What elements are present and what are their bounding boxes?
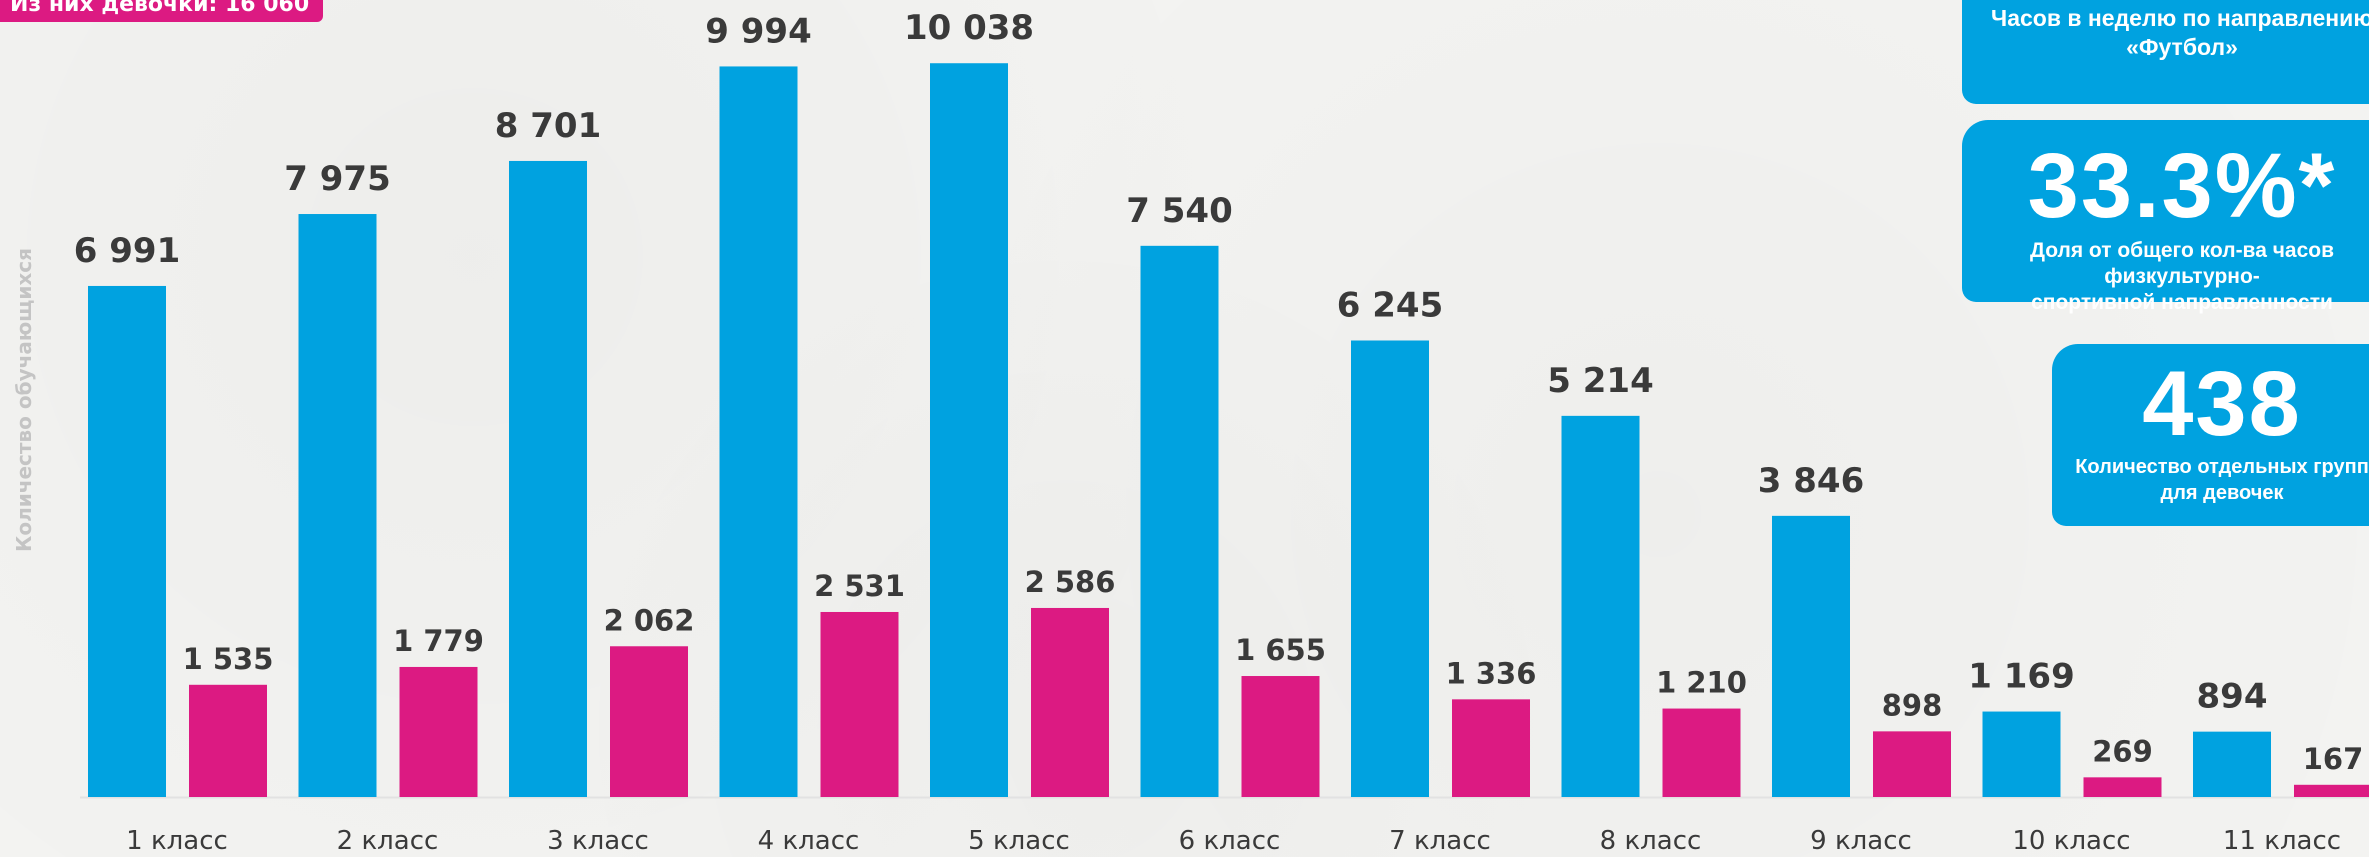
category-label-10: 10 класс	[2012, 826, 2130, 856]
bar-total-11	[2193, 731, 2271, 797]
category-label-8: 8 класс	[1600, 826, 1702, 856]
label-girls-2: 1 779	[393, 624, 484, 658]
bar-total-2	[298, 214, 377, 798]
label-girls-3: 2 062	[604, 603, 695, 637]
label-girls-7: 1 336	[1446, 656, 1537, 690]
girls-count-badge: Из них девочки: 16 060	[0, 0, 324, 22]
bar-total-9	[1772, 515, 1850, 797]
bar-girls-10	[2083, 777, 2162, 797]
label-girls-8: 1 210	[1656, 666, 1747, 700]
label-girls-5: 2 586	[1025, 565, 1116, 599]
category-label-6: 6 класс	[1179, 826, 1281, 856]
label-total-1: 6 991	[74, 231, 180, 271]
bar-total-1	[88, 285, 166, 797]
bar-girls-9	[1873, 731, 1951, 797]
label-total-8: 5 214	[1547, 361, 1653, 401]
bar-girls-2	[399, 666, 478, 797]
bar-total-6	[1140, 245, 1219, 798]
bar-total-5	[930, 63, 1008, 798]
label-girls-1: 1 535	[183, 642, 274, 676]
girls-groups-value: 438	[2142, 353, 2302, 455]
bar-total-4	[719, 66, 798, 797]
bar-girls-7	[1452, 699, 1530, 797]
bar-girls-4	[820, 611, 899, 797]
share-caption-line2: спортивной направленности	[2031, 291, 2333, 314]
bar-girls-6	[1241, 676, 1320, 797]
girls-groups-caption-line1: Количество отдельных групп	[2075, 456, 2369, 478]
info-card-share: 33.3%* Доля от общего кол-ва часов физку…	[1962, 120, 2369, 314]
category-label-3: 3 класс	[547, 826, 649, 856]
bar-girls-3	[610, 646, 688, 797]
football-hours-caption-line2: «Футбол»	[2126, 34, 2238, 60]
category-label-2: 2 класс	[337, 826, 439, 856]
share-value: 33.3%*	[2027, 135, 2337, 237]
info-card-girls-groups: 438 Количество отдельных групп для девоч…	[2052, 344, 2369, 526]
label-total-3: 8 701	[495, 106, 601, 146]
bar-girls-8	[1662, 708, 1741, 797]
bar-girls-1	[189, 684, 267, 797]
category-label-4: 4 класс	[758, 826, 860, 856]
label-total-11: 894	[2197, 677, 2268, 717]
label-girls-11: 167	[2303, 742, 2364, 776]
category-label-1: 1 класс	[126, 826, 228, 856]
bar-girls-11	[2294, 784, 2369, 797]
info-card-football-hours: 5400 Часов в неделю по направлению «Футб…	[1962, 0, 2369, 104]
label-total-9: 3 846	[1758, 461, 1864, 501]
bar-total-8	[1561, 415, 1640, 797]
share-caption-line1: Доля от общего кол-ва часов физкультурно…	[2029, 239, 2334, 288]
label-girls-4: 2 531	[814, 569, 905, 603]
girls-groups-caption-line2: для девочек	[2160, 482, 2284, 504]
label-total-7: 6 245	[1337, 285, 1443, 325]
label-total-2: 7 975	[284, 159, 390, 199]
bar-girls-5	[1031, 607, 1109, 797]
bar-total-7	[1351, 340, 1429, 797]
label-total-4: 9 994	[705, 11, 811, 51]
label-total-10: 1 169	[1968, 657, 2074, 697]
label-total-5: 10 038	[904, 8, 1034, 48]
bar-total-3	[509, 160, 587, 797]
football-hours-caption-line1: Часов в неделю по направлению	[1991, 5, 2369, 31]
label-girls-10: 269	[2092, 734, 2153, 768]
bar-total-10	[1982, 711, 2061, 797]
label-total-6: 7 540	[1126, 191, 1232, 231]
category-label-11: 11 класс	[2223, 826, 2341, 856]
category-label-5: 5 класс	[968, 826, 1070, 856]
category-label-9: 9 класс	[1810, 826, 1912, 856]
category-label-7: 7 класс	[1389, 826, 1491, 856]
label-girls-6: 1 655	[1235, 633, 1326, 667]
label-girls-9: 898	[1882, 688, 1943, 722]
